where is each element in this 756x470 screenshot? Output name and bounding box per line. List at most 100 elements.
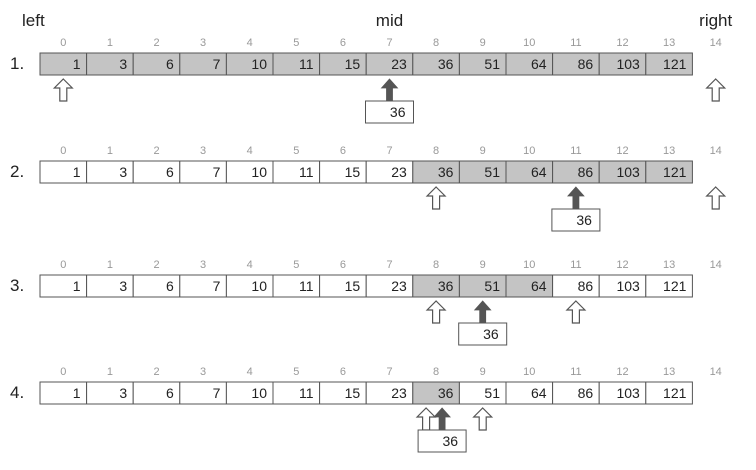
- step-4-cell-value-5: 11: [299, 385, 314, 401]
- step-1-cell-value-5: 11: [299, 56, 314, 72]
- step-1-index-0: 0: [60, 37, 66, 49]
- step-3-left-arrow: [425, 300, 447, 324]
- step-4-cell-value-3: 7: [213, 385, 221, 401]
- step-3-cell-value-8: 36: [438, 278, 454, 294]
- step-2-index-1: 1: [107, 145, 113, 157]
- step-4-index-2: 2: [153, 366, 159, 378]
- step-1-cell-13: [645, 52, 693, 76]
- step-3-index-3: 3: [200, 259, 206, 271]
- step-3-index-8: 8: [433, 259, 439, 271]
- step-2-cell-value-13: 121: [663, 164, 687, 180]
- step-3-cell-13: [645, 274, 693, 298]
- left-header-label: left: [22, 11, 45, 30]
- step-3-index-7: 7: [386, 259, 392, 271]
- step-2-cell-value-1: 3: [119, 164, 127, 180]
- step-2-index-13: 13: [663, 145, 675, 157]
- step-3-index-12: 12: [616, 259, 628, 271]
- step-2-target-value: 36: [576, 212, 592, 228]
- step-2-right-arrow: [705, 186, 727, 210]
- step-3-index-9: 9: [480, 259, 486, 271]
- step-2-index-10: 10: [523, 145, 535, 157]
- step-1-index-13: 13: [663, 37, 675, 49]
- step-2-index-6: 6: [340, 145, 346, 157]
- step-2-index-12: 12: [616, 145, 628, 157]
- step-1-cell-value-3: 7: [213, 56, 221, 72]
- step-2-cell-13: [645, 160, 693, 184]
- step-4-cell-value-9: 51: [484, 385, 500, 401]
- step-1-cell-value-2: 6: [166, 56, 174, 72]
- step-1-target-value: 36: [390, 104, 406, 120]
- step-1-cell-value-13: 121: [663, 56, 687, 72]
- step-4-cell-value-4: 10: [251, 385, 267, 401]
- step-3-cell-value-0: 1: [73, 278, 81, 294]
- step-3-mid-arrow: [473, 300, 492, 324]
- step-2-index-3: 3: [200, 145, 206, 157]
- step-4-index-8: 8: [433, 366, 439, 378]
- step-1-mid-arrow: [380, 78, 399, 102]
- step-1-index-12: 12: [616, 37, 628, 49]
- step-4-target-value: 36: [443, 433, 459, 449]
- step-2-cell-value-10: 64: [531, 164, 547, 180]
- step-2-mid-arrow: [567, 186, 585, 210]
- step-2-cell-value-9: 51: [484, 164, 500, 180]
- step-4-index-7: 7: [386, 366, 392, 378]
- step-1-index-1: 1: [107, 37, 113, 49]
- step-4-index-4: 4: [247, 366, 253, 378]
- step-4-index-14: 14: [710, 366, 722, 378]
- step-4-index-13: 13: [663, 366, 675, 378]
- step-4-left-arrow: [415, 407, 437, 431]
- step-2-index-9: 9: [480, 145, 486, 157]
- step-4-cell-value-11: 86: [578, 385, 594, 401]
- step-4-mid-arrow: [433, 407, 451, 431]
- step-3-cell-value-9: 51: [484, 278, 500, 294]
- step-4-index-5: 5: [293, 366, 299, 378]
- step-1-cell-value-8: 36: [438, 56, 454, 72]
- step-3-index-14: 14: [710, 259, 722, 271]
- step-2-cell-value-5: 11: [299, 164, 314, 180]
- step-3-index-0: 0: [60, 259, 66, 271]
- step-3-right-arrow: [565, 300, 587, 324]
- step-4-cell-value-10: 64: [531, 385, 547, 401]
- step-4-target-box: [417, 429, 467, 453]
- step-1-right-arrow: [705, 78, 727, 102]
- step-2-index-11: 11: [570, 145, 581, 157]
- step-3-cell-value-2: 6: [166, 278, 174, 294]
- step-3-index-5: 5: [293, 259, 299, 271]
- step-4-right-arrow: [472, 407, 494, 431]
- step-3-target-box: [458, 322, 508, 346]
- step-3-cell-value-11: 86: [578, 278, 594, 294]
- right-header-label: right: [699, 11, 732, 30]
- mid-header-label: mid: [376, 11, 403, 30]
- step-1-cell-value-11: 86: [578, 56, 594, 72]
- step-3-cell-value-3: 7: [213, 278, 221, 294]
- step-2-target-box: [551, 208, 601, 232]
- step-3-cell-value-1: 3: [119, 278, 127, 294]
- step-4-cell-value-2: 6: [166, 385, 174, 401]
- step-1-index-7: 7: [386, 37, 392, 49]
- step-2-cell-value-6: 15: [345, 164, 361, 180]
- step-4-cell-value-7: 23: [391, 385, 407, 401]
- step-4-label: 4.: [10, 383, 24, 402]
- step-3-cell-value-13: 121: [663, 278, 687, 294]
- step-2-index-2: 2: [153, 145, 159, 157]
- step-1-index-3: 3: [200, 37, 206, 49]
- step-3-index-4: 4: [247, 259, 253, 271]
- step-2-cell-value-11: 86: [578, 164, 594, 180]
- step-4-index-3: 3: [200, 366, 206, 378]
- step-1-cell-value-4: 10: [251, 56, 267, 72]
- step-4-index-12: 12: [616, 366, 628, 378]
- step-3-index-1: 1: [107, 259, 113, 271]
- step-4-index-6: 6: [340, 366, 346, 378]
- step-4-index-0: 0: [60, 366, 66, 378]
- step-2-index-8: 8: [433, 145, 439, 157]
- step-1-cell-value-0: 1: [73, 56, 81, 72]
- step-2-index-0: 0: [60, 145, 66, 157]
- step-3-index-11: 11: [570, 259, 581, 271]
- step-4-index-10: 10: [523, 366, 535, 378]
- step-1-cell-value-10: 64: [531, 56, 547, 72]
- step-1-index-11: 11: [570, 37, 581, 49]
- step-1-cell-value-7: 23: [391, 56, 407, 72]
- step-4-cell-value-8: 36: [438, 385, 454, 401]
